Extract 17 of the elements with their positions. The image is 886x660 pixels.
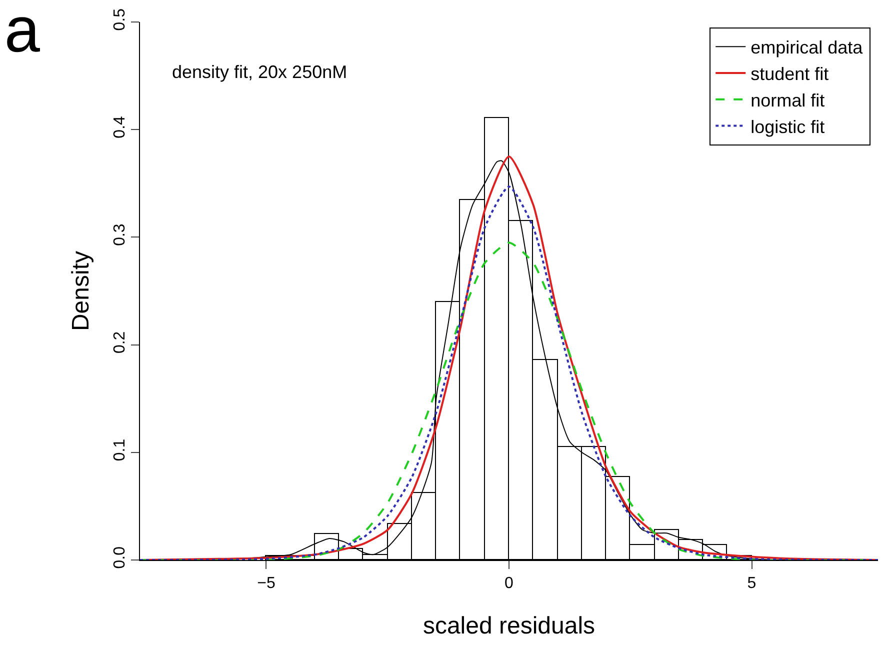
annotation: density fit, 20x 250nM [172, 62, 348, 82]
y-tick-label: 0.2 [112, 331, 129, 354]
y-axis-title: Density [68, 250, 95, 332]
x-axis-title: scaled residuals [422, 612, 596, 640]
y-tick-label: 0.5 [112, 8, 129, 31]
x-tick-label: 0 [504, 575, 514, 592]
legend-label: normal fit [750, 90, 825, 110]
y-tick-label: 0.3 [112, 224, 129, 246]
y-tick-label: 0.0 [112, 546, 129, 569]
x-tick-label: 5 [747, 575, 756, 592]
y-tick-label: 0.1 [112, 438, 129, 462]
x-tick-label: −5 [257, 575, 276, 592]
y-tick-label: 0.4 [112, 116, 129, 138]
chart-title: a [4, 0, 40, 66]
legend-label: logistic fit [750, 116, 825, 137]
legend-label: student fit [750, 64, 829, 84]
legend-label: empirical data [750, 38, 864, 58]
